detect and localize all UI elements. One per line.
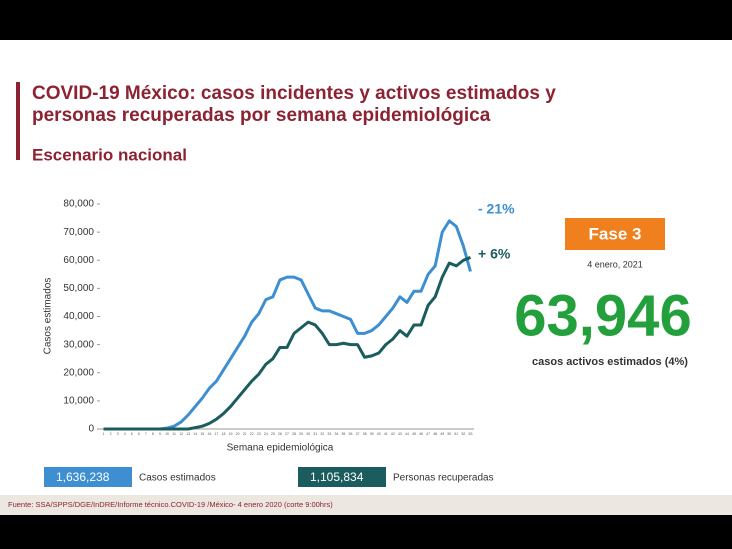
x-tick-label: 15	[200, 432, 204, 436]
legend-label: Personas recuperadas	[393, 473, 494, 484]
date: 4 enero, 2021	[587, 259, 643, 269]
y-tick-label: 70,000	[63, 227, 94, 238]
x-tick-label: 6	[138, 432, 140, 436]
y-axis-label: Casos estimados	[43, 278, 54, 355]
x-tick-label: 18	[222, 432, 226, 436]
x-tick-label: 30	[306, 432, 310, 436]
x-tick-label: 27	[285, 432, 289, 436]
x-tick-label: 2	[110, 432, 112, 436]
x-tick-label: 46	[419, 432, 423, 436]
y-tick-label: 10,000	[63, 396, 94, 407]
x-tick-label: 52	[461, 432, 465, 436]
x-tick-label: 41	[384, 432, 388, 436]
headline-caption: casos activos estimados (4%)	[532, 356, 688, 368]
x-tick-label: 26	[278, 432, 282, 436]
x-tick-label: 28	[292, 432, 296, 436]
x-tick-label: 48	[433, 432, 437, 436]
legend-label: Casos estimados	[139, 473, 216, 484]
subtitle: Escenario nacional	[32, 145, 187, 164]
legend-swatch	[44, 467, 132, 487]
y-tick-label: 60,000	[63, 255, 94, 266]
x-tick-label: 25	[271, 432, 275, 436]
headline: 63,946	[514, 283, 691, 348]
y-tick-label: 80,000	[63, 199, 94, 210]
x-tick-label: 43	[398, 432, 402, 436]
x-tick-label: 33	[327, 432, 331, 436]
source: Fuente: SSA/SPPS/DGE/InDRE/Informe técni…	[8, 500, 333, 509]
change-label: - 21%	[478, 201, 515, 217]
x-tick-label: 35	[341, 432, 345, 436]
x-tick-label: 31	[313, 432, 317, 436]
title-bar	[16, 82, 20, 160]
x-tick-label: 44	[405, 432, 409, 436]
legend-swatch	[298, 467, 386, 487]
slide-bg	[0, 40, 732, 515]
x-tick-label: 4	[124, 432, 126, 436]
y-tick-label: 40,000	[63, 311, 94, 322]
x-tick-label: 10	[165, 432, 169, 436]
x-tick-label: 14	[193, 432, 197, 436]
series-line	[103, 256, 472, 431]
x-tick-label: 45	[412, 432, 416, 436]
x-tick-label: 39	[370, 432, 374, 436]
footer-band	[0, 495, 732, 515]
y-tick-label: 20,000	[63, 367, 94, 378]
x-tick-label: 1	[103, 432, 105, 436]
x-tick-label: 12	[179, 432, 183, 436]
x-tick-label: 34	[334, 432, 338, 436]
y-tick-label: 0	[88, 424, 94, 435]
x-tick-label: 49	[440, 432, 444, 436]
x-tick-label: 32	[320, 432, 324, 436]
x-tick-label: 5	[131, 432, 133, 436]
x-tick-label: 11	[172, 432, 176, 436]
phase-box	[565, 218, 665, 250]
x-tick-label: 53	[469, 432, 473, 436]
x-tick-label: 47	[426, 432, 430, 436]
x-tick-label: 40	[377, 432, 381, 436]
x-tick-label: 13	[186, 432, 190, 436]
x-tick-label: 16	[207, 432, 211, 436]
change-label: + 6%	[478, 246, 511, 262]
y-tick-label: 50,000	[63, 283, 94, 294]
x-tick-label: 21	[243, 432, 247, 436]
title: COVID-19 México: casos incidentes y acti…	[32, 83, 556, 104]
x-axis-label: Semana epidemiológica	[227, 443, 334, 454]
x-tick-label: 50	[447, 432, 451, 436]
x-tick-label: 20	[236, 432, 240, 436]
title: personas recuperadas por semana epidemio…	[32, 105, 491, 126]
x-tick-label: 3	[117, 432, 119, 436]
x-tick-label: 9	[159, 432, 161, 436]
legend-total: 1,105,834	[310, 470, 364, 484]
phase: Fase 3	[589, 224, 642, 243]
x-tick-label: 7	[145, 432, 147, 436]
x-tick-label: 51	[454, 432, 458, 436]
x-tick-label: 19	[229, 432, 233, 436]
x-tick-label: 38	[363, 432, 367, 436]
x-tick-label: 22	[250, 432, 254, 436]
x-tick-label: 23	[257, 432, 261, 436]
x-tick-label: 37	[356, 432, 360, 436]
y-tick-label: 30,000	[63, 339, 94, 350]
legend-total: 1,636,238	[56, 470, 110, 484]
x-tick-label: 36	[349, 432, 353, 436]
x-tick-label: 24	[264, 432, 268, 436]
x-tick-label: 17	[214, 432, 218, 436]
x-tick-label: 29	[299, 432, 303, 436]
x-tick-label: 8	[152, 432, 154, 436]
x-tick-label: 42	[391, 432, 395, 436]
